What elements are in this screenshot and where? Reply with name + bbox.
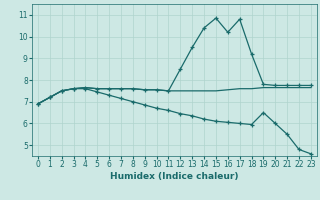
- X-axis label: Humidex (Indice chaleur): Humidex (Indice chaleur): [110, 172, 239, 181]
